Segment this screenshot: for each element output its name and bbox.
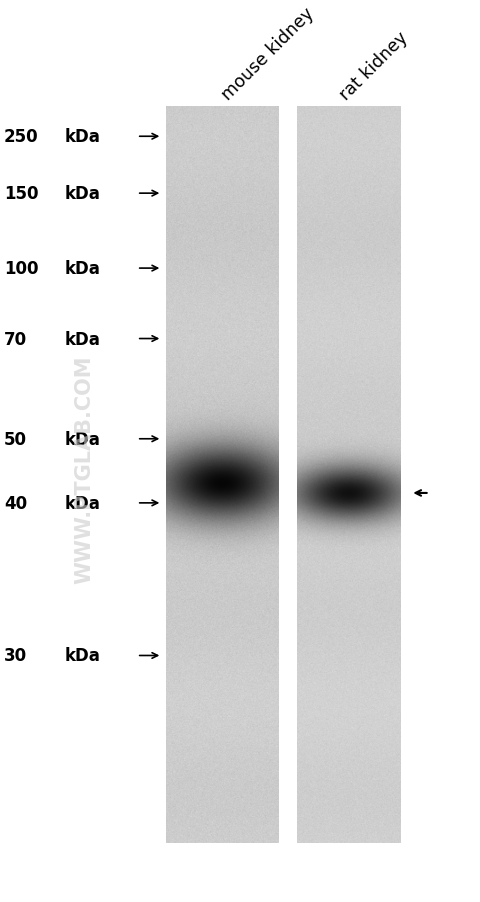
Text: kDa: kDa	[65, 185, 101, 203]
Text: WWW.PTGLAB.COM: WWW.PTGLAB.COM	[74, 354, 94, 584]
Text: 150: 150	[4, 185, 38, 203]
Text: kDa: kDa	[65, 430, 101, 448]
Text: kDa: kDa	[65, 330, 101, 348]
Text: 40: 40	[4, 494, 27, 512]
Text: 30: 30	[4, 647, 27, 665]
Text: kDa: kDa	[65, 128, 101, 146]
Text: kDa: kDa	[65, 647, 101, 665]
Text: kDa: kDa	[65, 494, 101, 512]
Text: 50: 50	[4, 430, 27, 448]
Text: 100: 100	[4, 260, 38, 278]
Text: 70: 70	[4, 330, 27, 348]
Text: 250: 250	[4, 128, 38, 146]
Text: rat kidney: rat kidney	[336, 29, 411, 104]
Text: mouse kidney: mouse kidney	[218, 5, 318, 104]
Text: kDa: kDa	[65, 260, 101, 278]
